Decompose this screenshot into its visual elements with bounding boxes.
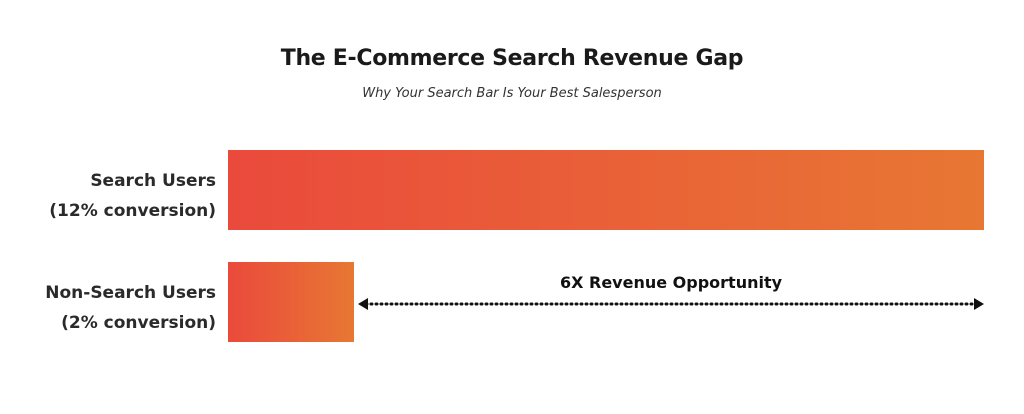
category-detail: (12% conversion)	[49, 201, 216, 221]
arrowhead-left-icon	[358, 298, 368, 310]
chart-title: The E-Commerce Search Revenue Gap	[280, 46, 744, 71]
chart-subtitle: Why Your Search Bar Is Your Best Salespe…	[362, 86, 662, 101]
arrowhead-right-icon	[974, 298, 984, 310]
annotation-label: 6X Revenue Opportunity	[560, 273, 783, 292]
category-label: Search Users	[90, 171, 216, 191]
category-label: Non-Search Users	[45, 283, 216, 303]
category-detail: (2% conversion)	[61, 313, 216, 333]
bar-2	[228, 262, 354, 342]
bar-1	[228, 150, 984, 230]
